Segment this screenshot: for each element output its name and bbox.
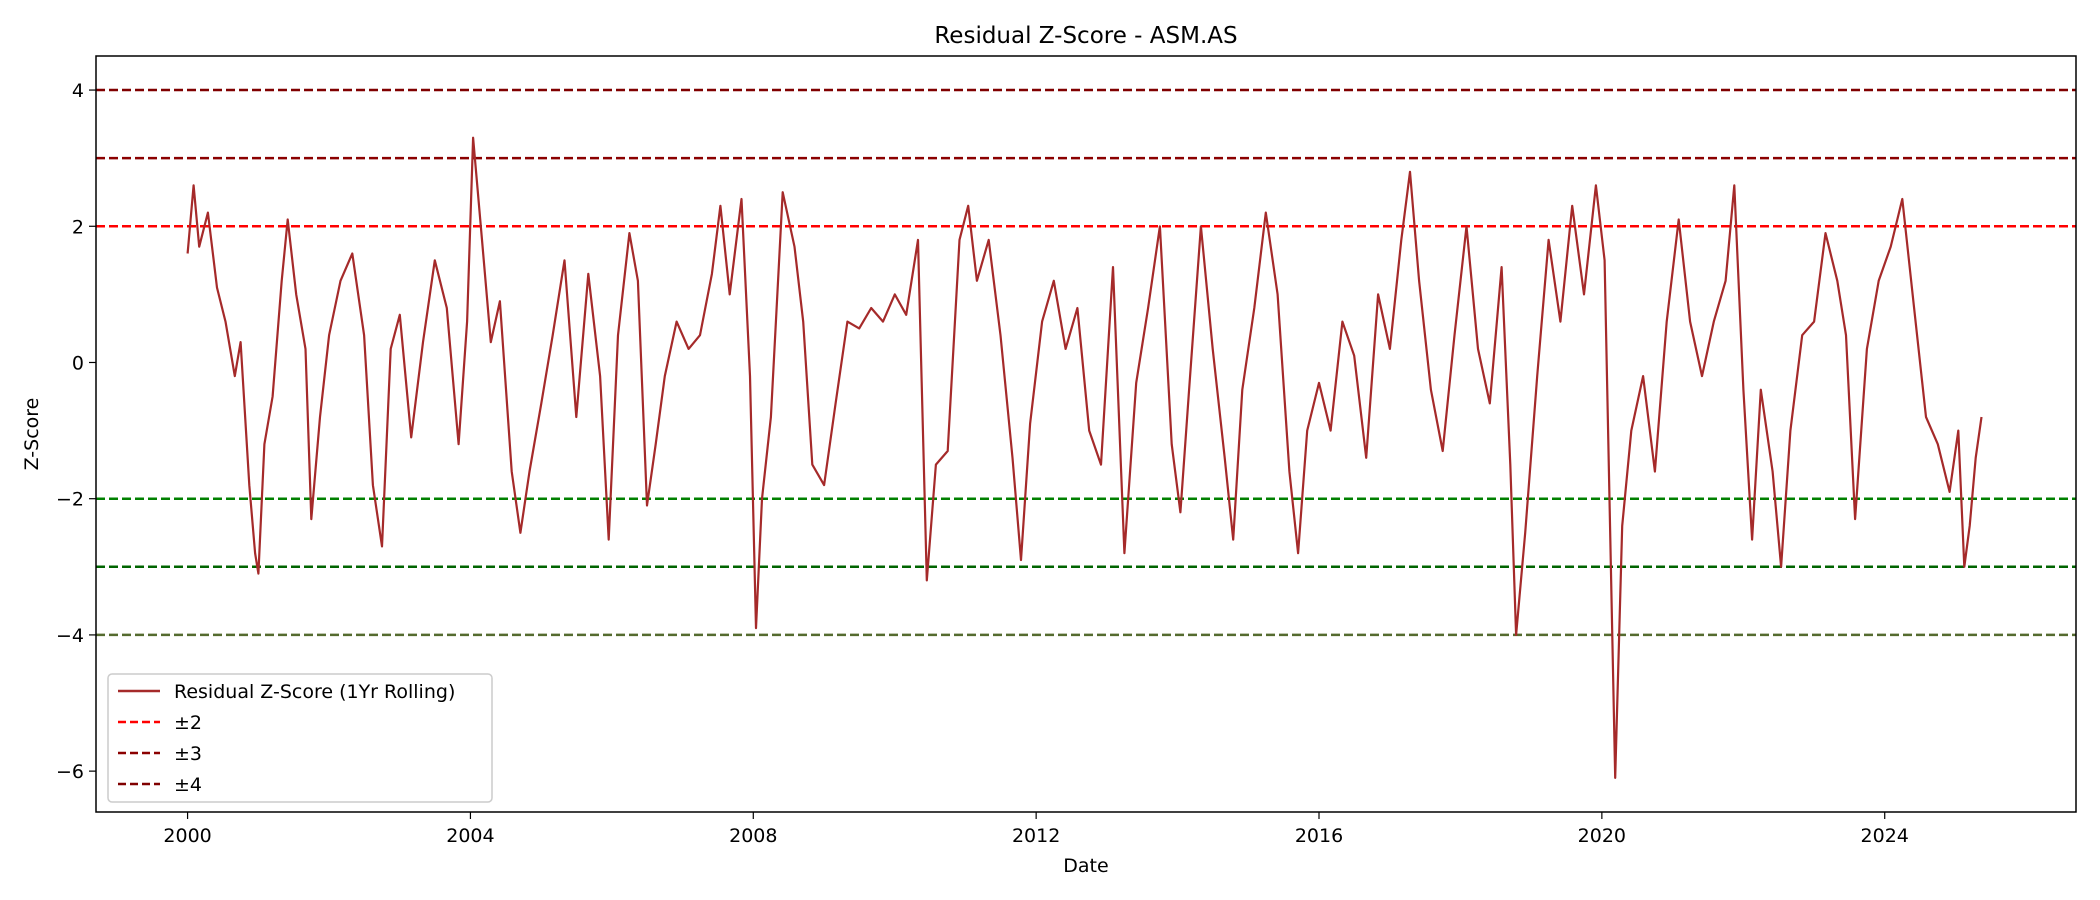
x-tick-label: 2000 <box>163 825 211 847</box>
legend-box <box>107 673 493 803</box>
y-tick-label: 2 <box>72 216 84 238</box>
y-tick-label: 4 <box>72 80 84 102</box>
x-tick-label: 2020 <box>1578 825 1626 847</box>
x-axis-title: Date <box>1063 855 1108 877</box>
legend-label: ±2 <box>174 712 202 734</box>
y-tick-label: −2 <box>56 489 84 511</box>
reference-lines <box>96 88 2076 637</box>
y-tick-label: 0 <box>72 352 84 374</box>
series-layer <box>186 136 1983 779</box>
x-tick-label: 2016 <box>1295 825 1343 847</box>
x-tick-label: 2024 <box>1861 825 1909 847</box>
y-tick-label: −4 <box>56 625 84 647</box>
y-axis: 4 2 0 −2 −4 −6 <box>56 80 96 783</box>
legend: Residual Z-Score (1Yr Rolling) ±2 ±3 ±4 <box>107 673 493 803</box>
y-tick-label: −6 <box>56 761 84 783</box>
y-axis-title: Z-Score <box>21 398 43 471</box>
x-axis: 2000 2004 2008 2012 2016 2020 2024 <box>163 812 1909 847</box>
x-tick-label: 2004 <box>446 825 494 847</box>
legend-label: ±3 <box>174 743 202 765</box>
series-line-residual-zscore <box>186 136 1983 779</box>
x-tick-label: 2012 <box>1012 825 1060 847</box>
chart-title: Residual Z-Score - ASM.AS <box>934 23 1237 49</box>
x-tick-label: 2008 <box>729 825 777 847</box>
legend-items: Residual Z-Score (1Yr Rolling) ±2 ±3 ±4 <box>118 681 455 796</box>
plot-area-frame <box>95 55 2077 813</box>
legend-label: Residual Z-Score (1Yr Rolling) <box>174 681 455 703</box>
legend-label: ±4 <box>174 774 202 796</box>
